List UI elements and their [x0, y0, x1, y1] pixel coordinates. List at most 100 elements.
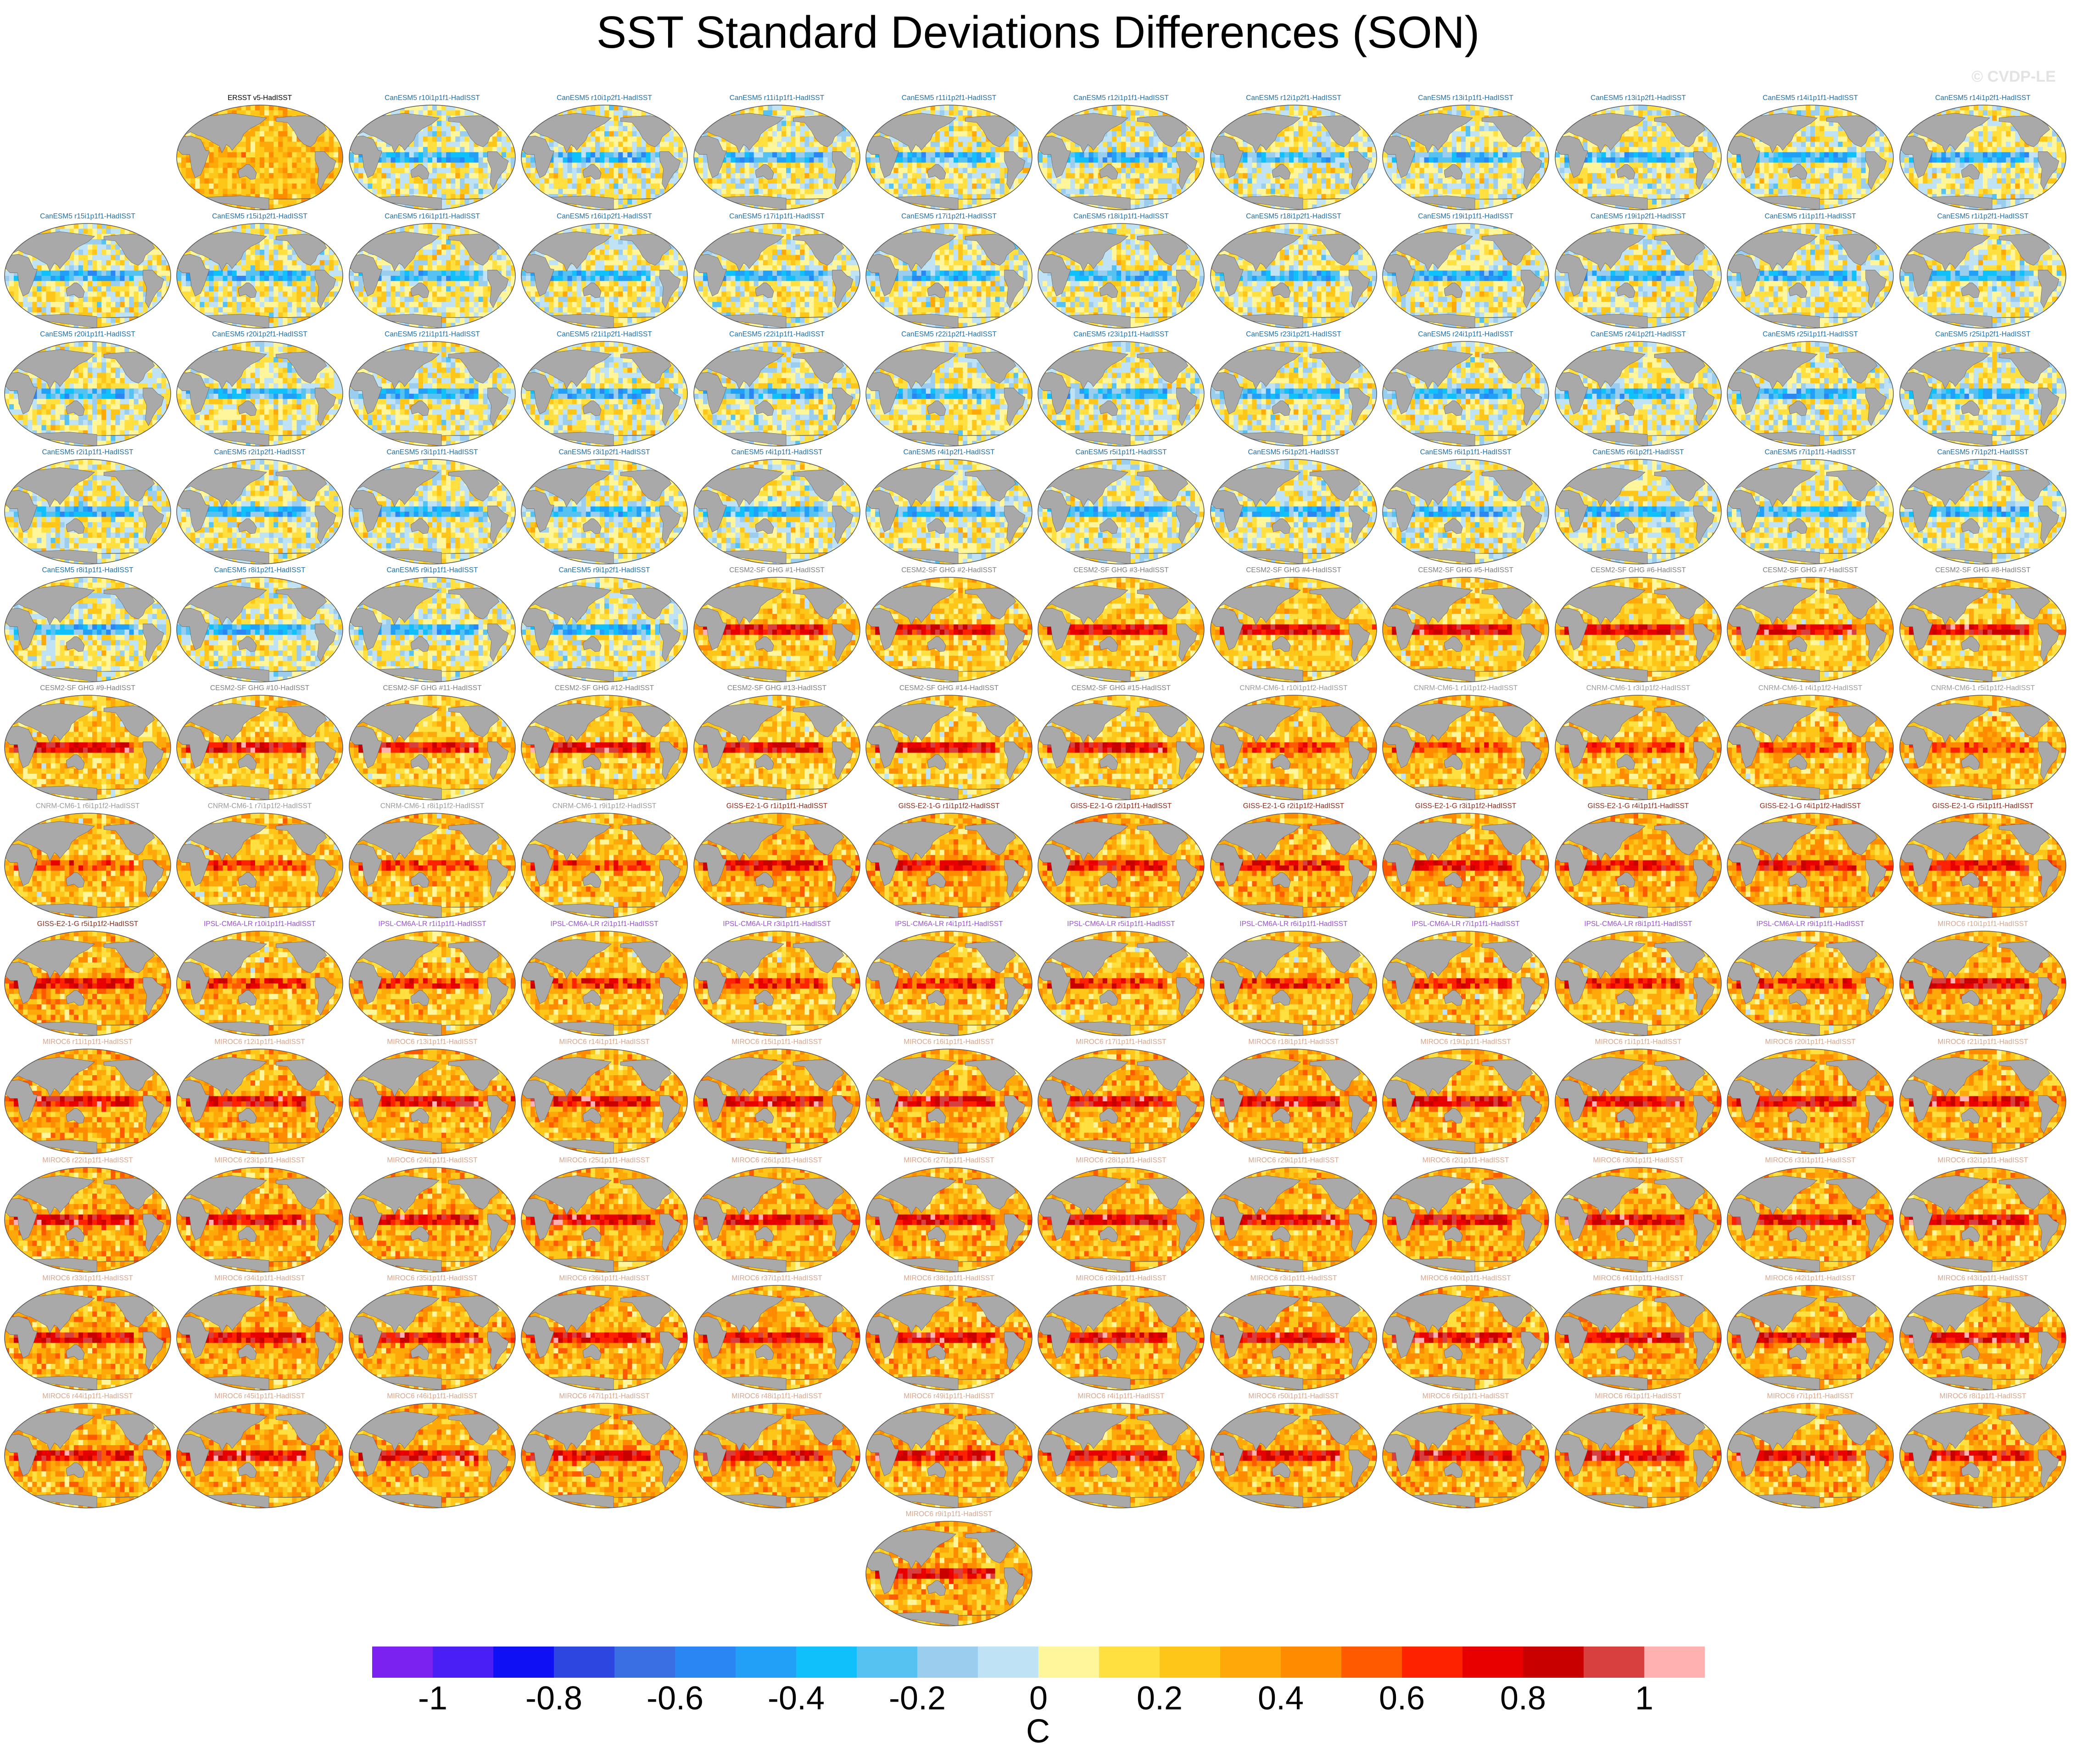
sst-map: [347, 340, 517, 448]
map-panel: MIROC6 r20i1p1f1-HadISST: [1725, 1038, 1895, 1156]
map-panel-title: MIROC6 r7i1p1f1-HadISST: [1725, 1392, 1895, 1401]
map-panel: CanESM5 r19i1p1f1-HadISST: [1381, 212, 1551, 330]
map-panel: CanESM5 r8i1p2f1-HadISST: [175, 566, 345, 684]
map-panel: MIROC6 r24i1p1f1-HadISST: [347, 1156, 517, 1274]
map-panel-title: CanESM5 r3i1p2f1-HadISST: [519, 448, 689, 457]
map-panel-title: MIROC6 r10i1p1f1-HadISST: [1898, 920, 2068, 928]
sst-map: [864, 340, 1034, 448]
map-panel: CNRM-CM6-1 r5i1p1f2-HadISST: [1898, 684, 2068, 802]
sst-map: [1036, 693, 1206, 802]
sst-map: [692, 103, 862, 212]
map-panel-title: MIROC6 r6i1p1f1-HadISST: [1553, 1392, 1723, 1401]
map-panel: GISS-E2-1-G r1i1p1f2-HadISST: [864, 802, 1034, 920]
sst-map: [175, 1401, 345, 1510]
map-panel: MIROC6 r30i1p1f1-HadISST: [1553, 1156, 1723, 1274]
sst-map: [1381, 103, 1551, 212]
map-panel-title: CanESM5 r22i1p2f1-HadISST: [864, 330, 1034, 339]
map-panel-title: CanESM5 r1i1p2f1-HadISST: [1898, 212, 2068, 221]
sst-map: [3, 811, 173, 920]
sst-map: [1725, 1166, 1895, 1274]
map-panel: MIROC6 r4i1p1f1-HadISST: [1036, 1392, 1206, 1510]
map-panel-title: CanESM5 r20i1p2f1-HadISST: [175, 330, 345, 339]
sst-map: [3, 340, 173, 448]
map-panel: CanESM5 r13i1p2f1-HadISST: [1553, 94, 1723, 212]
sst-map: [1553, 811, 1723, 920]
sst-map: [1898, 693, 2068, 802]
sst-map: [1036, 1284, 1206, 1392]
sst-map: [1036, 458, 1206, 566]
map-panel-title: IPSL-CM6A-LR r2i1p1f1-HadISST: [519, 920, 689, 928]
map-panel: CanESM5 r14i1p1f1-HadISST: [1725, 94, 1895, 212]
sst-map: [1036, 1047, 1206, 1156]
sst-map: [864, 575, 1034, 684]
sst-map: [1381, 1047, 1551, 1156]
colorbar-swatch: [1462, 1647, 1524, 1678]
map-panel: CanESM5 r18i1p2f1-HadISST: [1209, 212, 1378, 330]
colorbar-swatch: [917, 1647, 978, 1678]
sst-map: [1036, 811, 1206, 920]
map-panel-title: CanESM5 r12i1p2f1-HadISST: [1209, 94, 1378, 102]
colorbar-tick-label: -0.4: [768, 1680, 825, 1717]
map-panel: MIROC6 r39i1p1f1-HadISST: [1036, 1274, 1206, 1392]
map-panel-title: MIROC6 r1i1p1f1-HadISST: [1553, 1038, 1723, 1046]
sst-map: [1381, 693, 1551, 802]
map-panel-title: MIROC6 r9i1p1f1-HadISST: [864, 1510, 1034, 1518]
map-panel: CanESM5 r4i1p2f1-HadISST: [864, 448, 1034, 566]
map-panel: IPSL-CM6A-LR r4i1p1f1-HadISST: [864, 920, 1034, 1038]
map-panel: MIROC6 r26i1p1f1-HadISST: [692, 1156, 862, 1274]
map-panel-title: CanESM5 r25i1p1f1-HadISST: [1725, 330, 1895, 339]
map-panel: CanESM5 r15i1p1f1-HadISST: [3, 212, 173, 330]
sst-map: [1209, 1401, 1378, 1510]
map-panel: CanESM5 r1i1p2f1-HadISST: [1898, 212, 2068, 330]
sst-map: [692, 1284, 862, 1392]
map-panel-title: CanESM5 r24i1p2f1-HadISST: [1553, 330, 1723, 339]
sst-map: [1209, 811, 1378, 920]
map-panel: MIROC6 r47i1p1f1-HadISST: [519, 1392, 689, 1510]
colorbar-swatch: [736, 1647, 797, 1678]
sst-map: [1898, 1401, 2068, 1510]
map-panel-title: MIROC6 r38i1p1f1-HadISST: [864, 1274, 1034, 1283]
map-panel-title: IPSL-CM6A-LR r6i1p1f1-HadISST: [1209, 920, 1378, 928]
map-panel-title: IPSL-CM6A-LR r3i1p1f1-HadISST: [692, 920, 862, 928]
map-panel: CanESM5 r20i1p1f1-HadISST: [3, 330, 173, 448]
map-panel-title: MIROC6 r40i1p1f1-HadISST: [1381, 1274, 1551, 1283]
colorbar-tick-label: -1: [418, 1680, 447, 1717]
sst-map: [1553, 693, 1723, 802]
map-panel: CanESM5 r14i1p2f1-HadISST: [1898, 94, 2068, 212]
sst-map: [3, 575, 173, 684]
map-panel-title: CESM2-SF GHG #5-HadISST: [1381, 566, 1551, 575]
sst-map: [692, 575, 862, 684]
map-panel-title: MIROC6 r20i1p1f1-HadISST: [1725, 1038, 1895, 1046]
map-panel: MIROC6 r43i1p1f1-HadISST: [1898, 1274, 2068, 1392]
map-panel-title: CanESM5 r5i1p2f1-HadISST: [1209, 448, 1378, 457]
map-panel-title: CNRM-CM6-1 r1i1p1f2-HadISST: [1381, 684, 1551, 692]
map-panel: CESM2-SF GHG #4-HadISST: [1209, 566, 1378, 684]
map-panel: CanESM5 r5i1p1f1-HadISST: [1036, 448, 1206, 566]
map-panel-title: CanESM5 r16i1p1f1-HadISST: [347, 212, 517, 221]
sst-map: [1381, 575, 1551, 684]
map-panel-title: MIROC6 r28i1p1f1-HadISST: [1036, 1156, 1206, 1165]
map-panel: MIROC6 r33i1p1f1-HadISST: [3, 1274, 173, 1392]
map-panel: CanESM5 r2i1p1f1-HadISST: [3, 448, 173, 566]
sst-map: [1725, 222, 1895, 330]
map-panel-title: MIROC6 r22i1p1f1-HadISST: [3, 1156, 173, 1165]
map-panel-title: MIROC6 r3i1p1f1-HadISST: [1209, 1274, 1378, 1283]
colorbar-tick-label: -0.2: [889, 1680, 946, 1717]
sst-map: [3, 929, 173, 1038]
colorbar-swatch: [796, 1647, 857, 1678]
sst-map: [1381, 811, 1551, 920]
colorbar-tick-label: 0: [1029, 1680, 1048, 1717]
map-panel-title: MIROC6 r36i1p1f1-HadISST: [519, 1274, 689, 1283]
sst-map: [1036, 103, 1206, 212]
map-panel-title: MIROC6 r30i1p1f1-HadISST: [1553, 1156, 1723, 1165]
sst-map: [1553, 1284, 1723, 1392]
colorbar-swatch: [1402, 1647, 1463, 1678]
map-panel: CNRM-CM6-1 r7i1p1f2-HadISST: [175, 802, 345, 920]
map-panel-title: GISS-E2-1-G r4i1p1f2-HadISST: [1725, 802, 1895, 810]
map-panel-title: MIROC6 r45i1p1f1-HadISST: [175, 1392, 345, 1401]
sst-map: [1898, 1284, 2068, 1392]
map-panel: CanESM5 r7i1p2f1-HadISST: [1898, 448, 2068, 566]
map-panel: CESM2-SF GHG #11-HadISST: [347, 684, 517, 802]
map-panel-title: CanESM5 r8i1p2f1-HadISST: [175, 566, 345, 575]
map-panel: CanESM5 r22i1p2f1-HadISST: [864, 330, 1034, 448]
